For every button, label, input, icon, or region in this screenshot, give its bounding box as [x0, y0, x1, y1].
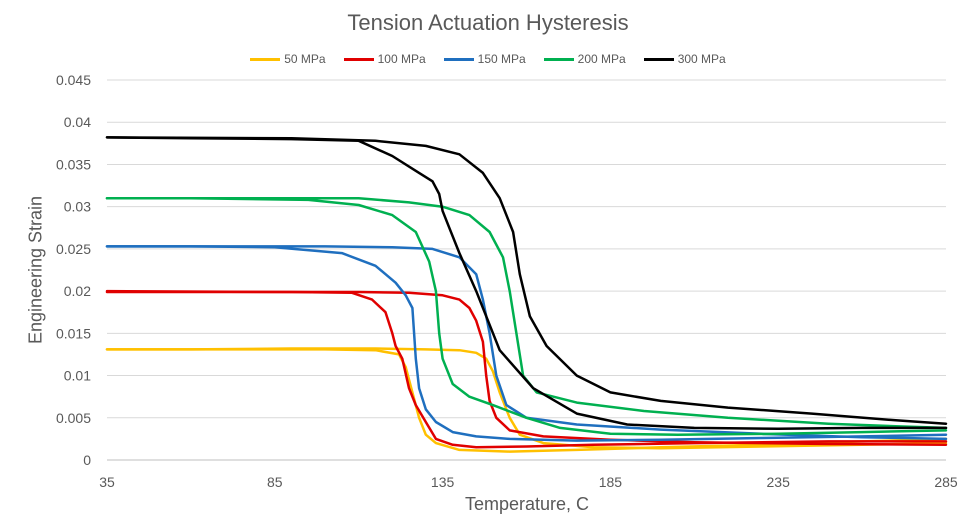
x-axis-title: Temperature, C [464, 494, 590, 514]
x-tick-label: 35 [99, 474, 115, 490]
y-tick-labels: 0 0.005 0.01 0.015 0.02 0.025 0.03 0.035 0.04 0.0… [56, 72, 91, 468]
legend-swatch-100-mpa [343, 57, 374, 61]
chart-title: Tension Actuation Hysteresis [347, 10, 629, 35]
y-tick-label: 0.02 [64, 283, 91, 299]
y-tick-label: 0.025 [56, 241, 91, 257]
series-line-50-mpa-cooling [105, 348, 948, 453]
y-tick-label: 0.005 [56, 410, 91, 426]
x-tick-label: 235 [767, 474, 791, 490]
series-line-300-mpa-cooling [105, 136, 948, 431]
y-tick-label: 0.03 [64, 199, 91, 215]
legend-item-100-mpa: 100 MPa [343, 52, 426, 66]
legend-label-50-mpa: 50 MPa [284, 52, 326, 66]
legend-label-300-mpa: 300 MPa [677, 52, 726, 66]
x-tick-label: 85 [267, 474, 283, 490]
legend-swatch-150-mpa [443, 57, 474, 61]
legend-swatch-50-mpa [250, 57, 281, 61]
x-tick-label: 285 [934, 474, 958, 490]
x-tick-label: 135 [431, 474, 455, 490]
x-tick-label: 185 [599, 474, 623, 490]
legend-item-300-mpa: 300 MPa [643, 52, 726, 66]
series-line-200-mpa-cooling [105, 196, 948, 436]
gridlines [107, 79, 946, 461]
legend-item-150-mpa: 150 MPa [443, 52, 526, 66]
y-tick-label: 0.045 [56, 72, 91, 88]
legend-label-200-mpa: 200 MPa [577, 52, 626, 66]
y-axis-title: Engineering Strain [25, 195, 46, 345]
series-line-200-mpa-heating [105, 196, 948, 430]
legend-label-150-mpa: 150 MPa [477, 52, 526, 66]
x-tick-labels: 35 85 135 185 235 285 [99, 474, 958, 490]
legend-item-50-mpa: 50 MPa [250, 52, 326, 66]
legend: 50 MPa 100 MPa 150 MPa 200 MPa 300 MPa [0, 52, 976, 66]
y-tick-label: 0.035 [56, 156, 91, 172]
y-tick-label: 0 [83, 452, 91, 468]
y-tick-label: 0.01 [64, 368, 91, 384]
series-line-100-mpa-heating [105, 290, 948, 447]
series-lines [105, 136, 948, 453]
series-line-150-mpa-cooling [105, 245, 948, 442]
legend-swatch-200-mpa [543, 57, 574, 61]
series-line-100-mpa-cooling [105, 289, 948, 449]
legend-label-100-mpa: 100 MPa [377, 52, 426, 66]
series-line-150-mpa-heating [105, 245, 948, 441]
legend-swatch-300-mpa [643, 57, 674, 61]
legend-item-200-mpa: 200 MPa [543, 52, 626, 66]
y-tick-label: 0.04 [64, 114, 91, 130]
y-tick-label: 0.015 [56, 325, 91, 341]
series-line-300-mpa-heating [105, 136, 948, 425]
